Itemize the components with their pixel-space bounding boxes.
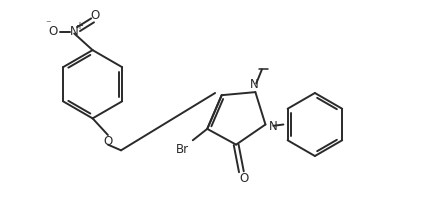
Text: ⁻: ⁻ bbox=[46, 19, 51, 29]
Text: O: O bbox=[238, 172, 247, 185]
Text: +: + bbox=[75, 21, 83, 30]
Text: O: O bbox=[49, 25, 58, 38]
Text: N: N bbox=[70, 25, 78, 38]
Text: O: O bbox=[90, 10, 99, 23]
Text: O: O bbox=[103, 135, 112, 148]
Text: Br: Br bbox=[176, 143, 189, 156]
Text: N: N bbox=[250, 78, 258, 91]
Text: N: N bbox=[268, 120, 277, 133]
